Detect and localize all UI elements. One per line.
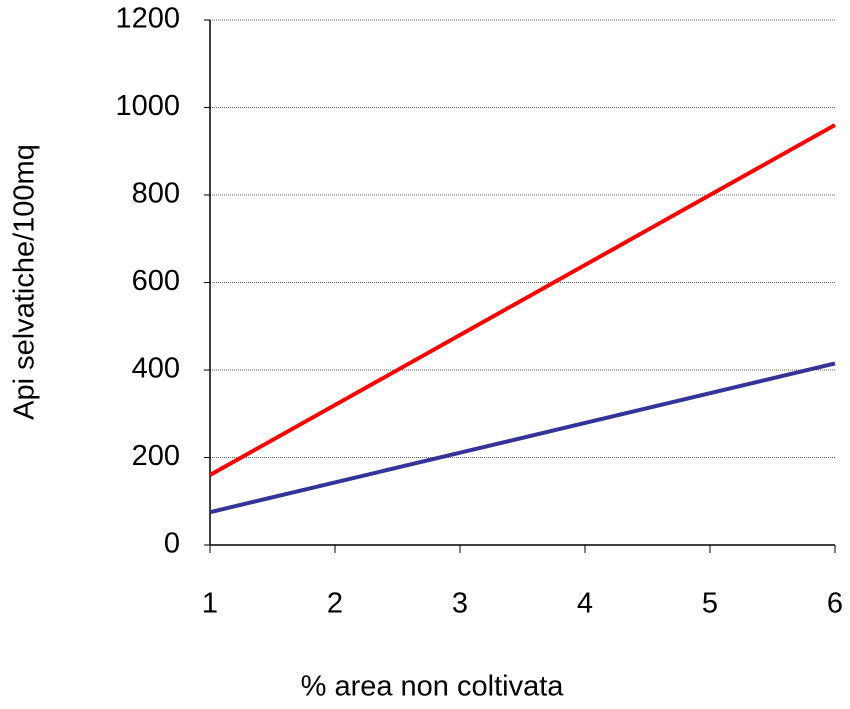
line [209, 123, 836, 477]
y-tick-label: 1200 [115, 3, 180, 35]
x-tick-label: 2 [327, 588, 343, 620]
x-tick-label: 4 [577, 588, 593, 620]
x-tick-label: 1 [202, 588, 218, 620]
x-tick-label: 3 [452, 588, 468, 620]
y-tick-label: 800 [132, 178, 180, 210]
line [209, 361, 836, 515]
y-tick-label: 600 [132, 265, 180, 297]
x-tick-label: 5 [702, 588, 718, 620]
x-tick-label: 6 [827, 588, 843, 620]
y-tick-label: 0 [164, 528, 180, 560]
y-tick-label: 1000 [115, 90, 180, 122]
y-tick-label: 200 [132, 440, 180, 472]
x-axis-label: % area non coltivata [301, 671, 565, 703]
y-axis-label: Api selvatiche/100mq [9, 144, 41, 420]
y-tick-label: 400 [132, 353, 180, 385]
